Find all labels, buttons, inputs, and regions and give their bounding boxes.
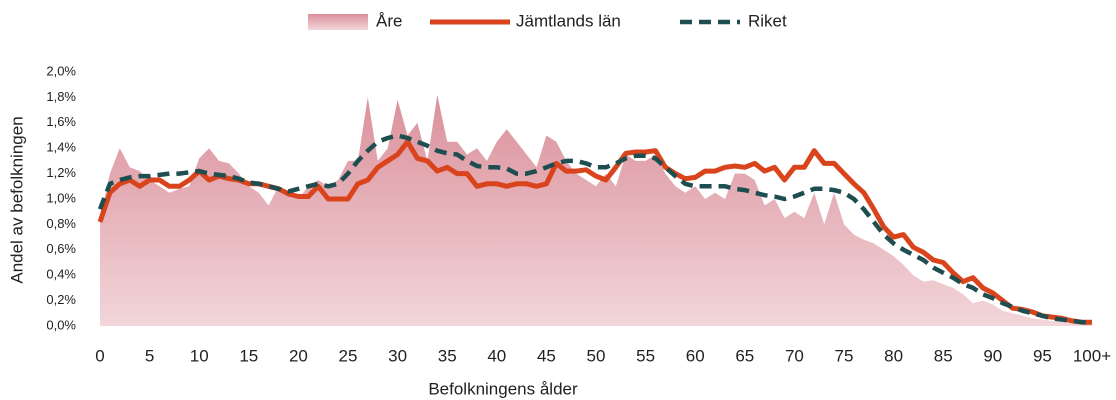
x-tick-label: 85 (934, 346, 953, 365)
legend-label: Riket (748, 11, 787, 30)
x-tick-label: 55 (636, 346, 655, 365)
y-tick-label: 0,8% (46, 216, 76, 231)
y-tick-label: 1,8% (46, 89, 76, 104)
x-tick-label: 65 (735, 346, 754, 365)
y-tick-label: 1,2% (46, 165, 76, 180)
x-tick-label: 45 (537, 346, 556, 365)
line (97, 133, 1092, 325)
y-tick-label: 0,0% (46, 317, 76, 332)
x-axis-title: Befolkningens ålder (428, 379, 578, 398)
y-tick-label: 1,6% (46, 114, 76, 129)
x-tick-label: 90 (983, 346, 1002, 365)
y-axis-title: Andel av befolkningen (7, 116, 26, 283)
y-tick-label: 0,6% (46, 241, 76, 256)
x-tick-label: 100+ (1073, 346, 1111, 365)
y-tick-label: 1,4% (46, 140, 76, 155)
x-tick-label: 70 (785, 346, 804, 365)
x-tick-label: 20 (289, 346, 308, 365)
x-tick-label: 50 (587, 346, 606, 365)
x-tick-label: 95 (1033, 346, 1052, 365)
legend-label: Jämtlands län (516, 11, 621, 30)
x-tick-label: 60 (686, 346, 705, 365)
legend-label: Åre (376, 11, 402, 30)
y-tick-label: 0,4% (46, 267, 76, 282)
x-tick-label: 0 (95, 346, 104, 365)
x-tick-label: 15 (239, 346, 258, 365)
area (100, 94, 1092, 327)
y-tick-label: 2,0% (46, 63, 76, 78)
y-tick-label: 1,0% (46, 190, 76, 205)
line (97, 139, 1092, 325)
x-tick-label: 25 (339, 346, 358, 365)
x-tick-label: 80 (884, 346, 903, 365)
y-tick-label: 0,2% (46, 292, 76, 307)
x-tick-label: 30 (388, 346, 407, 365)
x-tick-label: 5 (145, 346, 154, 365)
x-tick-label: 75 (835, 346, 854, 365)
legend-swatch (308, 14, 368, 30)
x-tick-label: 10 (190, 346, 209, 365)
x-tick-label: 40 (487, 346, 506, 365)
x-tick-label: 35 (438, 346, 457, 365)
